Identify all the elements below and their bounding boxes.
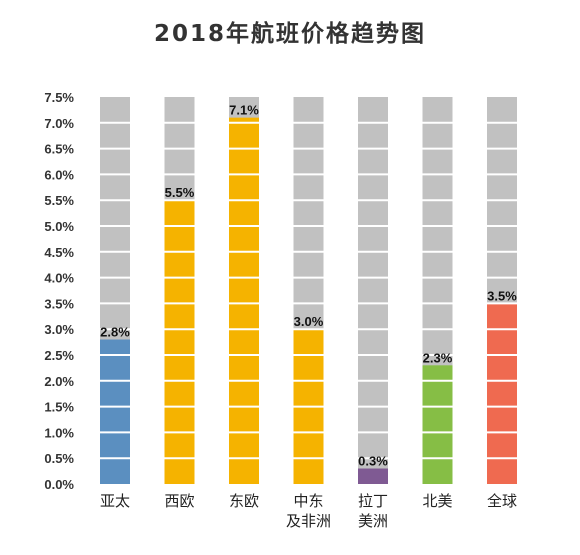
y-tick-label: 5.0%	[44, 219, 74, 234]
y-tick-label: 7.0%	[44, 116, 74, 131]
x-tick-label: 亚太	[100, 492, 130, 510]
bar	[358, 468, 388, 484]
data-label: 2.8%	[100, 325, 130, 340]
y-tick-label: 4.5%	[44, 245, 74, 260]
y-tick-label: 3.0%	[44, 322, 74, 337]
y-tick-label: 6.5%	[44, 142, 74, 157]
y-tick-label: 1.5%	[44, 400, 74, 415]
data-label: 0.3%	[358, 454, 388, 469]
x-tick-label: 中东	[293, 492, 323, 510]
data-label: 5.5%	[165, 185, 195, 200]
bar	[164, 200, 195, 484]
y-tick-label: 6.0%	[44, 167, 74, 182]
bar-background	[358, 97, 388, 484]
data-label: 7.1%	[229, 103, 259, 118]
x-tick-label: 美洲	[358, 512, 388, 530]
y-tick-label: 7.5%	[44, 90, 74, 105]
x-tick-label: 全球	[487, 492, 517, 510]
y-tick-label: 0.0%	[44, 477, 74, 492]
y-tick-label: 2.0%	[44, 374, 74, 389]
y-tick-label: 3.5%	[44, 296, 74, 311]
y-tick-label: 5.5%	[44, 193, 74, 208]
data-label: 2.3%	[423, 350, 453, 365]
y-tick-label: 2.5%	[44, 348, 74, 363]
bar	[100, 339, 130, 484]
y-tick-label: 1.0%	[44, 425, 74, 440]
x-tick-label: 拉丁	[358, 492, 388, 510]
data-label: 3.5%	[487, 288, 517, 303]
y-tick-label: 4.0%	[44, 271, 74, 286]
x-tick-label: 东欧	[229, 492, 259, 510]
x-tick-label: 北美	[422, 492, 452, 510]
y-tick-label: 0.5%	[44, 451, 74, 466]
x-tick-label: 西欧	[164, 492, 194, 510]
bar	[422, 365, 453, 484]
bar	[229, 117, 259, 484]
x-tick-label: 及非洲	[286, 512, 331, 530]
chart-title: 2018年航班价格趋势图	[153, 21, 426, 47]
data-label: 3.0%	[294, 314, 324, 329]
bar	[487, 303, 517, 484]
